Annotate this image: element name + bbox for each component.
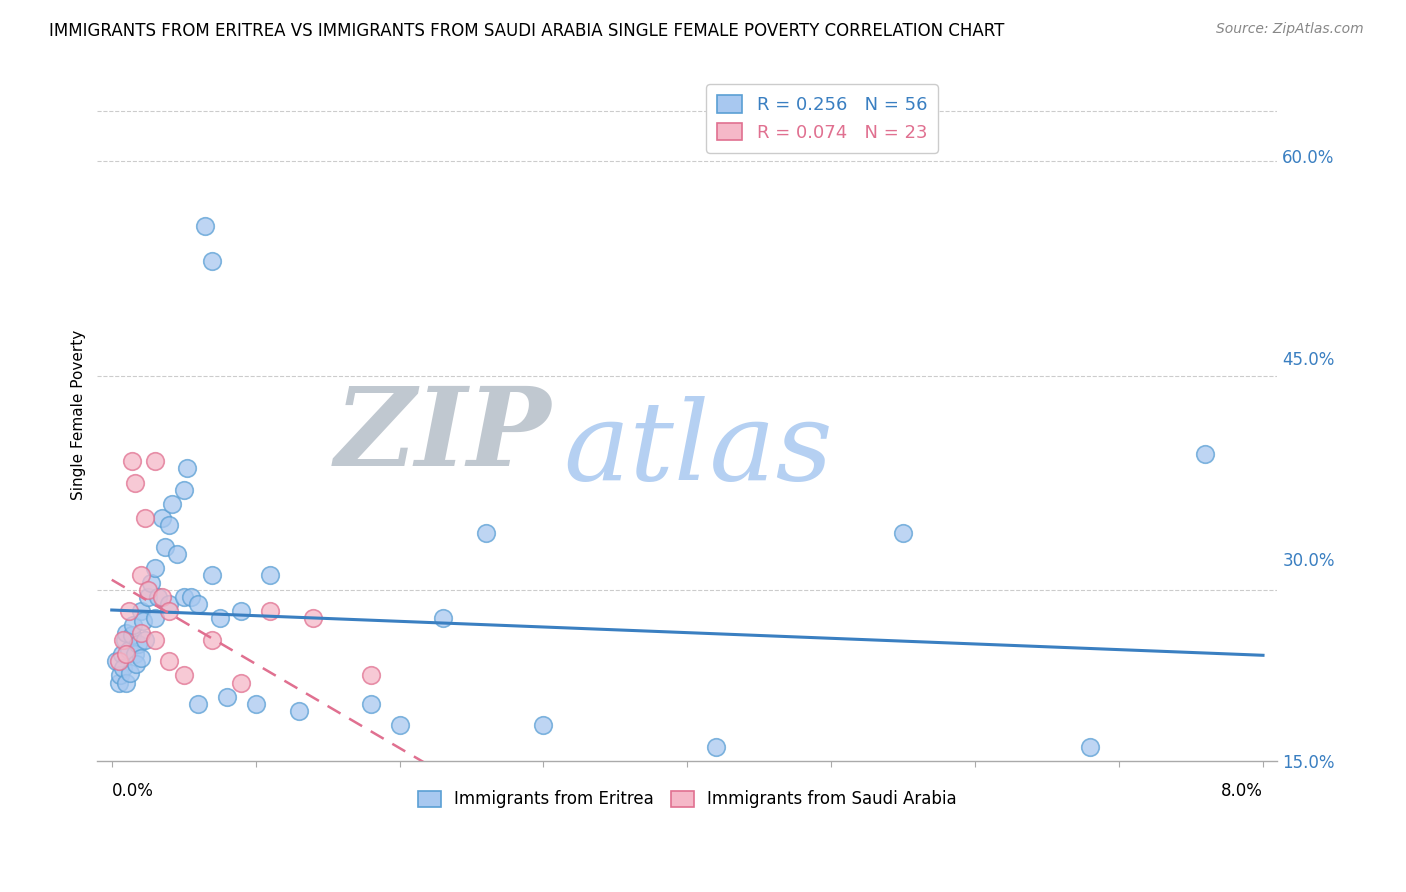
- Point: [432, 611, 454, 625]
- Point: [157, 597, 180, 611]
- Point: [108, 675, 131, 690]
- Point: [1194, 447, 1216, 461]
- Point: [302, 611, 325, 625]
- Text: Source: ZipAtlas.com: Source: ZipAtlas.com: [1216, 22, 1364, 37]
- Point: [231, 604, 253, 618]
- Point: [288, 704, 311, 718]
- Point: [201, 254, 224, 268]
- Point: [388, 718, 411, 732]
- Point: [121, 628, 143, 642]
- Text: 0.0%: 0.0%: [111, 782, 153, 800]
- Point: [150, 511, 173, 525]
- Point: [259, 604, 281, 618]
- Point: [245, 697, 267, 711]
- Point: [143, 611, 166, 625]
- Point: [108, 654, 131, 668]
- Point: [111, 647, 134, 661]
- Point: [143, 561, 166, 575]
- Point: [157, 518, 180, 533]
- Point: [112, 661, 135, 675]
- Point: [136, 582, 159, 597]
- Point: [143, 632, 166, 647]
- Point: [475, 525, 498, 540]
- Point: [146, 590, 169, 604]
- Point: [533, 718, 555, 732]
- Point: [187, 597, 209, 611]
- Point: [122, 618, 145, 632]
- Point: [124, 475, 146, 490]
- Point: [120, 665, 142, 680]
- Point: [160, 497, 183, 511]
- Point: [132, 614, 155, 628]
- Point: [114, 632, 136, 647]
- Text: atlas: atlas: [564, 396, 834, 503]
- Point: [208, 611, 231, 625]
- Point: [129, 625, 152, 640]
- Point: [115, 647, 138, 661]
- Y-axis label: Single Female Poverty: Single Female Poverty: [72, 330, 86, 500]
- Point: [129, 604, 152, 618]
- Point: [157, 604, 180, 618]
- Legend: Immigrants from Eritrea, Immigrants from Saudi Arabia: Immigrants from Eritrea, Immigrants from…: [411, 784, 963, 815]
- Point: [173, 590, 195, 604]
- Point: [127, 637, 149, 651]
- Point: [143, 454, 166, 468]
- Point: [115, 675, 138, 690]
- Point: [129, 651, 152, 665]
- Point: [187, 697, 209, 711]
- Point: [173, 668, 195, 682]
- Point: [118, 604, 141, 618]
- Point: [134, 632, 156, 647]
- Point: [259, 568, 281, 582]
- Text: ZIP: ZIP: [335, 382, 551, 490]
- Point: [134, 511, 156, 525]
- Point: [173, 483, 195, 497]
- Point: [360, 697, 382, 711]
- Point: [891, 525, 914, 540]
- Point: [129, 568, 152, 582]
- Point: [124, 647, 146, 661]
- Point: [112, 632, 135, 647]
- Text: IMMIGRANTS FROM ERITREA VS IMMIGRANTS FROM SAUDI ARABIA SINGLE FEMALE POVERTY CO: IMMIGRANTS FROM ERITREA VS IMMIGRANTS FR…: [49, 22, 1004, 40]
- Point: [704, 739, 727, 754]
- Point: [139, 575, 162, 590]
- Point: [1078, 739, 1101, 754]
- Point: [194, 219, 217, 233]
- Point: [201, 632, 224, 647]
- Point: [125, 657, 148, 671]
- Point: [619, 825, 641, 839]
- Point: [157, 654, 180, 668]
- Point: [187, 847, 209, 861]
- Point: [118, 642, 141, 657]
- Point: [150, 590, 173, 604]
- Point: [121, 454, 143, 468]
- Point: [180, 590, 202, 604]
- Point: [201, 568, 224, 582]
- Point: [105, 654, 128, 668]
- Text: 8.0%: 8.0%: [1222, 782, 1263, 800]
- Point: [418, 825, 440, 839]
- Point: [215, 690, 238, 704]
- Point: [136, 590, 159, 604]
- Point: [231, 675, 253, 690]
- Point: [110, 668, 132, 682]
- Point: [166, 547, 188, 561]
- Point: [153, 540, 176, 554]
- Point: [360, 668, 382, 682]
- Point: [176, 461, 198, 475]
- Point: [316, 839, 339, 854]
- Point: [115, 625, 138, 640]
